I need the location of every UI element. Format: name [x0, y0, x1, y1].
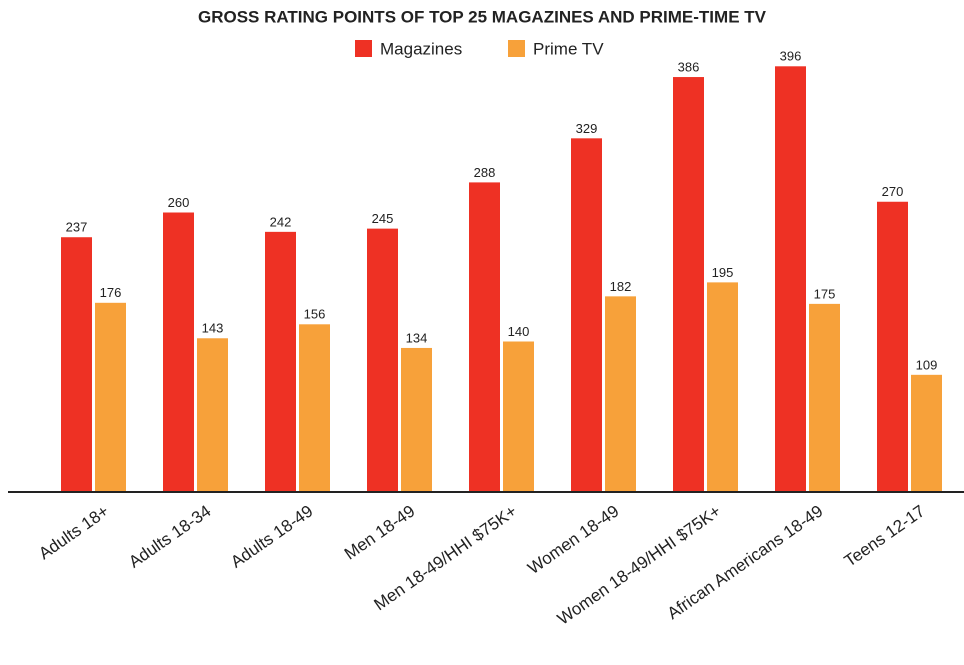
- value-label: 182: [610, 279, 632, 294]
- x-tick-label: Men 18-49: [341, 501, 418, 563]
- bar: [469, 182, 500, 492]
- bar: [911, 374, 942, 492]
- value-label: 270: [882, 184, 904, 199]
- bar: [877, 201, 908, 492]
- bar: [809, 303, 840, 492]
- bar: [163, 212, 194, 492]
- bar: [707, 282, 738, 492]
- bar: [299, 324, 330, 492]
- x-tick-label: Adults 18+: [35, 501, 112, 563]
- x-tick-label: Adults 18-49: [227, 501, 316, 571]
- bar: [571, 138, 602, 492]
- bar: [95, 302, 126, 492]
- value-label: 134: [406, 330, 428, 345]
- legend-label: Magazines: [380, 39, 462, 58]
- bar: [673, 77, 704, 493]
- x-tick-label: Adults 18-34: [125, 501, 214, 571]
- value-label: 140: [508, 324, 530, 339]
- bar: [61, 237, 92, 492]
- value-label: 175: [814, 286, 836, 301]
- value-label: 242: [270, 214, 292, 229]
- value-label: 329: [576, 121, 598, 136]
- legend-swatch: [355, 40, 372, 57]
- value-label: 109: [916, 357, 938, 372]
- bar: [605, 296, 636, 492]
- x-tick-label: Women 18-49/HHI $75K+: [554, 501, 725, 628]
- value-label: 195: [712, 265, 734, 280]
- value-label: 176: [100, 285, 122, 300]
- value-label: 237: [66, 220, 88, 235]
- bar: [367, 228, 398, 492]
- x-tick-label: Teens 12-17: [841, 501, 929, 570]
- legend-swatch: [508, 40, 525, 57]
- bar: [265, 231, 296, 492]
- value-label: 260: [168, 195, 190, 210]
- x-tick-label: Women 18-49: [524, 501, 622, 578]
- bar: [401, 347, 432, 492]
- value-label: 386: [678, 59, 700, 74]
- legend-label: Prime TV: [533, 39, 604, 58]
- chart-title: GROSS RATING POINTS OF TOP 25 MAGAZINES …: [198, 7, 767, 26]
- value-label: 396: [780, 49, 802, 64]
- bar: [775, 66, 806, 493]
- value-label: 288: [474, 165, 496, 180]
- value-label: 143: [202, 321, 224, 336]
- value-label: 156: [304, 307, 326, 322]
- bar: [197, 338, 228, 492]
- bar: [503, 341, 534, 492]
- value-label: 245: [372, 211, 394, 226]
